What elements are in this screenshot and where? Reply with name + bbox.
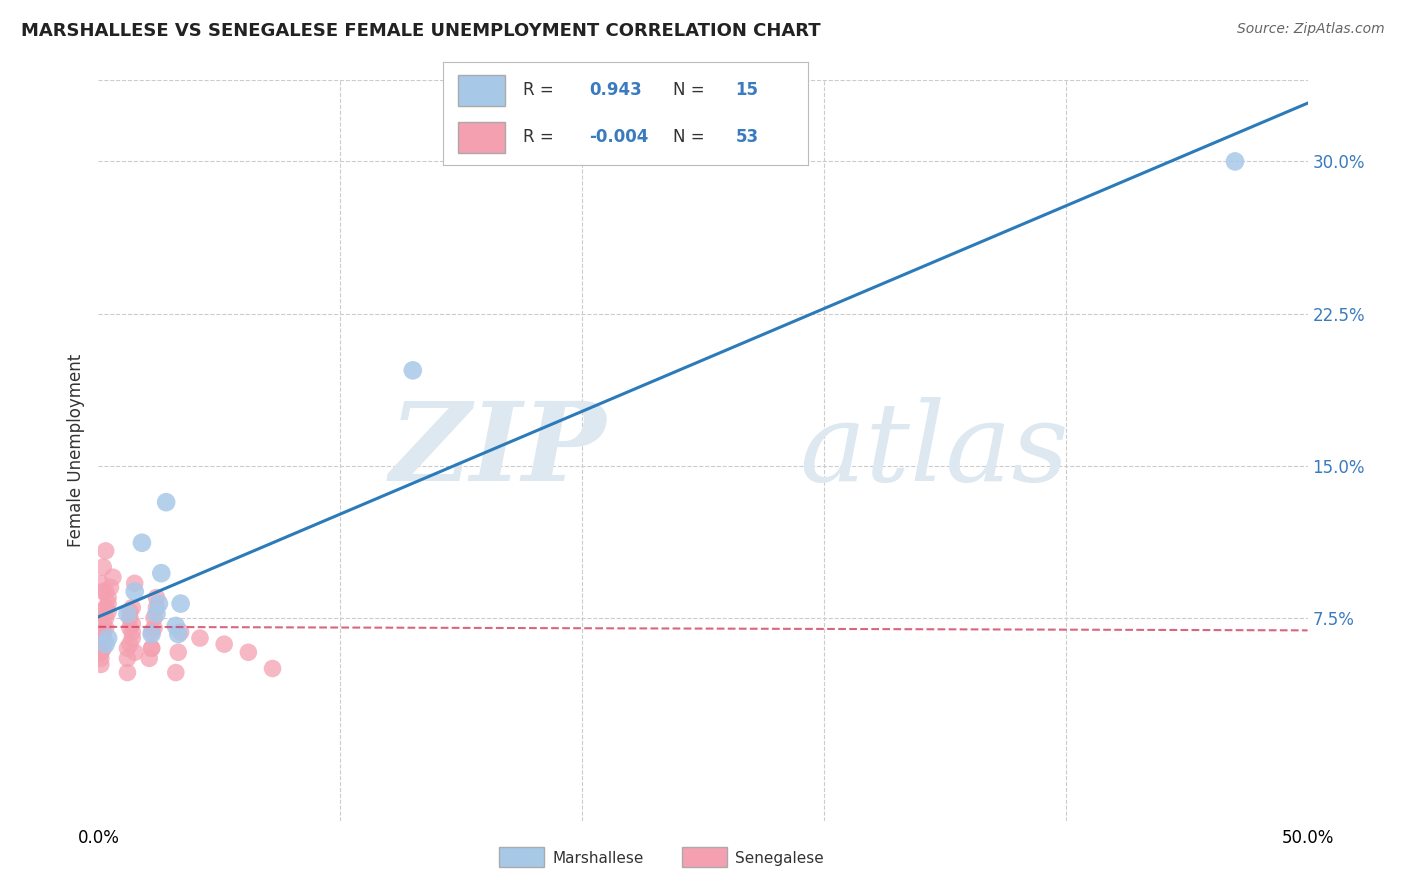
Point	[94, 611, 117, 625]
Point	[118, 621, 141, 635]
Point	[97, 597, 120, 611]
Point	[100, 580, 122, 594]
Point	[131, 535, 153, 549]
Point	[90, 605, 112, 619]
Point	[155, 495, 177, 509]
Text: R =: R =	[523, 81, 560, 99]
Point	[165, 619, 187, 633]
Point	[117, 607, 139, 621]
FancyBboxPatch shape	[457, 122, 505, 153]
Point	[91, 625, 114, 640]
Point	[97, 605, 120, 619]
Point	[145, 591, 167, 605]
Point	[141, 641, 163, 656]
Point	[91, 641, 114, 656]
Point	[145, 607, 167, 621]
Point	[238, 645, 260, 659]
Point	[94, 600, 117, 615]
Point	[91, 584, 114, 599]
Point	[1223, 154, 1246, 169]
Point	[91, 631, 114, 645]
Text: R =: R =	[523, 128, 560, 146]
Text: 0.943: 0.943	[589, 81, 643, 99]
Point	[124, 645, 146, 659]
Point	[121, 600, 143, 615]
Point	[118, 611, 141, 625]
Text: ZIP: ZIP	[389, 397, 606, 504]
Point	[90, 645, 112, 659]
Point	[91, 631, 114, 645]
Point	[145, 600, 167, 615]
Text: Marshallese: Marshallese	[553, 851, 644, 865]
Point	[90, 576, 112, 591]
Point	[167, 627, 190, 641]
Point	[118, 605, 141, 619]
Point	[91, 637, 114, 651]
Point	[117, 665, 139, 680]
Point	[188, 631, 211, 645]
Y-axis label: Female Unemployment: Female Unemployment	[66, 354, 84, 547]
Point	[94, 544, 117, 558]
Text: Senegalese: Senegalese	[735, 851, 824, 865]
Point	[124, 584, 146, 599]
Point	[138, 651, 160, 665]
Text: -0.004: -0.004	[589, 128, 648, 146]
Point	[262, 661, 284, 675]
Point	[90, 657, 112, 672]
Point	[90, 651, 112, 665]
Point	[141, 641, 163, 656]
Text: 15: 15	[735, 81, 758, 99]
Point	[167, 645, 190, 659]
Point	[165, 665, 187, 680]
Text: N =: N =	[673, 128, 710, 146]
Point	[117, 641, 139, 656]
Point	[150, 566, 173, 581]
Point	[101, 570, 124, 584]
Point	[121, 625, 143, 640]
Point	[91, 560, 114, 574]
Text: atlas: atlas	[800, 397, 1070, 504]
Point	[169, 625, 191, 640]
Point	[90, 645, 112, 659]
Point	[141, 627, 163, 641]
Point	[212, 637, 235, 651]
Point	[94, 584, 117, 599]
Text: Source: ZipAtlas.com: Source: ZipAtlas.com	[1237, 22, 1385, 37]
Point	[118, 637, 141, 651]
Point	[143, 621, 166, 635]
Point	[97, 631, 120, 645]
Point	[117, 651, 139, 665]
Point	[141, 625, 163, 640]
Point	[402, 363, 425, 377]
Point	[91, 625, 114, 640]
Point	[124, 576, 146, 591]
Text: MARSHALLESE VS SENEGALESE FEMALE UNEMPLOYMENT CORRELATION CHART: MARSHALLESE VS SENEGALESE FEMALE UNEMPLO…	[21, 22, 821, 40]
Point	[94, 637, 117, 651]
Point	[143, 611, 166, 625]
Point	[148, 597, 170, 611]
Point	[121, 631, 143, 645]
Point	[97, 591, 120, 605]
Point	[91, 616, 114, 631]
FancyBboxPatch shape	[457, 75, 505, 105]
Text: 53: 53	[735, 128, 758, 146]
Point	[121, 616, 143, 631]
Point	[94, 621, 117, 635]
Point	[169, 597, 191, 611]
Text: N =: N =	[673, 81, 710, 99]
